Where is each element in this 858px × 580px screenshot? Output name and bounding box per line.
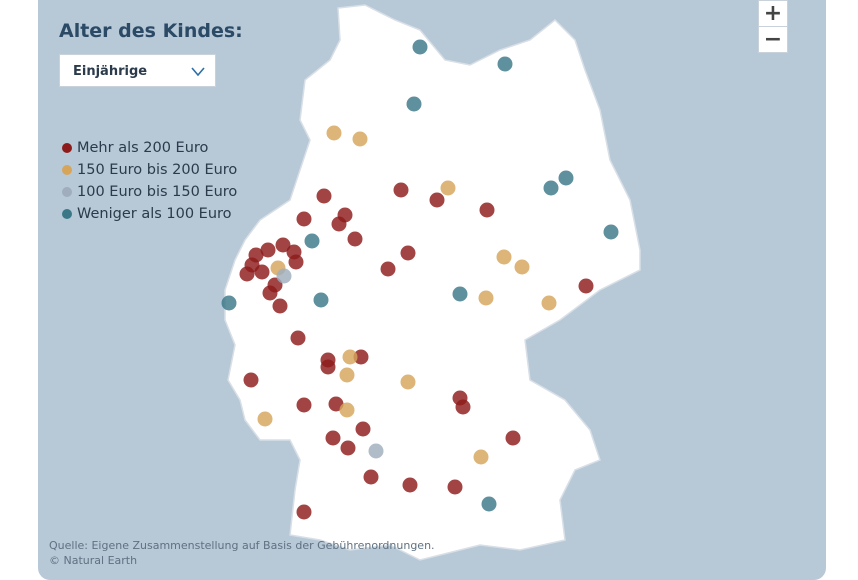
map-dot[interactable]	[296, 397, 312, 413]
source: Quelle: Eigene Zusammenstellung auf Basi…	[49, 538, 435, 568]
legend-marker	[62, 143, 72, 153]
map-dot[interactable]	[342, 349, 358, 365]
map-dot[interactable]	[296, 504, 312, 520]
map-dot[interactable]	[339, 367, 355, 383]
map-dot[interactable]	[478, 290, 494, 306]
map-dot[interactable]	[496, 249, 512, 265]
map-dot[interactable]	[290, 330, 306, 346]
map-dot[interactable]	[505, 430, 521, 446]
map-dot[interactable]	[325, 430, 341, 446]
map-dot[interactable]	[497, 56, 513, 72]
map-dot[interactable]	[452, 286, 468, 302]
map-dot[interactable]	[380, 261, 396, 277]
map-dot[interactable]	[221, 295, 237, 311]
map-dot[interactable]	[603, 224, 619, 240]
map-dot[interactable]	[355, 421, 371, 437]
map-dot[interactable]	[313, 292, 329, 308]
map-dot[interactable]	[272, 298, 288, 314]
dropdown-value: Einjährige	[73, 64, 148, 79]
map-dot[interactable]	[455, 399, 471, 415]
map-dot[interactable]	[262, 285, 278, 301]
dropdown-arrow	[191, 67, 205, 77]
map-dot[interactable]	[320, 359, 336, 375]
legend-item: 100 Euro bis 150 Euro	[62, 181, 237, 203]
age-dropdown[interactable]: Einjährige	[59, 54, 216, 87]
map-dot[interactable]	[296, 211, 312, 227]
legend-marker	[62, 209, 72, 219]
map-dot[interactable]	[328, 396, 344, 412]
map-dot[interactable]	[400, 245, 416, 261]
map-dot[interactable]	[481, 496, 497, 512]
map-dot[interactable]	[406, 96, 422, 112]
map-dot[interactable]	[339, 402, 355, 418]
map-dot[interactable]	[276, 268, 292, 284]
map-dot[interactable]	[353, 349, 369, 365]
map-dot[interactable]	[440, 180, 456, 196]
map-dot[interactable]	[331, 216, 347, 232]
legend: Mehr als 200 Euro 150 Euro bis 200 Euro 10…	[62, 137, 237, 225]
map-dot[interactable]	[393, 182, 409, 198]
legend-item: 150 Euro bis 200 Euro	[62, 159, 237, 181]
zoom-out[interactable]: −	[763, 27, 783, 52]
map-dot[interactable]	[340, 440, 356, 456]
map-dot[interactable]	[239, 266, 255, 282]
legend-label: 100 Euro bis 150 Euro	[77, 184, 238, 200]
map-dot[interactable]	[257, 411, 273, 427]
map-dot[interactable]	[558, 170, 574, 186]
map-dot[interactable]	[304, 233, 320, 249]
legend-label: 150 Euro bis 200 Euro	[77, 162, 238, 178]
legend-marker	[62, 165, 72, 175]
map-dot[interactable]	[243, 372, 259, 388]
map-dot[interactable]	[479, 202, 495, 218]
legend-marker	[62, 187, 72, 197]
map-dot[interactable]	[412, 39, 428, 55]
map-dot[interactable]	[447, 479, 463, 495]
legend-label: Weniger als 100 Euro	[77, 206, 232, 222]
zoom-control: + −	[758, 0, 788, 53]
map-dot[interactable]	[429, 192, 445, 208]
source-line: Quelle: Eigene Zusammenstellung auf Basi…	[49, 539, 435, 552]
map-dot[interactable]	[352, 131, 368, 147]
source-line: © Natural Earth	[49, 554, 138, 567]
map-dot[interactable]	[275, 237, 291, 253]
germany-outline	[224, 4, 641, 561]
map-dot[interactable]	[541, 295, 557, 311]
map-dot[interactable]	[578, 278, 594, 294]
map-dot[interactable]	[326, 125, 342, 141]
map-dot[interactable]	[402, 477, 418, 493]
map-dot[interactable]	[473, 449, 489, 465]
legend-item: Weniger als 100 Euro	[62, 203, 237, 225]
map-dot[interactable]	[514, 259, 530, 275]
map-dot[interactable]	[400, 374, 416, 390]
map-dot[interactable]	[254, 264, 270, 280]
map-dot[interactable]	[368, 443, 384, 459]
legend-label: Mehr als 200 Euro	[77, 140, 209, 156]
map-dot[interactable]	[288, 254, 304, 270]
legend-item: Mehr als 200 Euro	[62, 137, 237, 159]
map-dot[interactable]	[316, 188, 332, 204]
map-dot[interactable]	[543, 180, 559, 196]
map-dot[interactable]	[347, 231, 363, 247]
map-dot[interactable]	[260, 242, 276, 258]
map-dot[interactable]	[363, 469, 379, 485]
title: Alter des Kindes:	[59, 20, 243, 42]
zoom-in[interactable]: +	[759, 1, 787, 27]
